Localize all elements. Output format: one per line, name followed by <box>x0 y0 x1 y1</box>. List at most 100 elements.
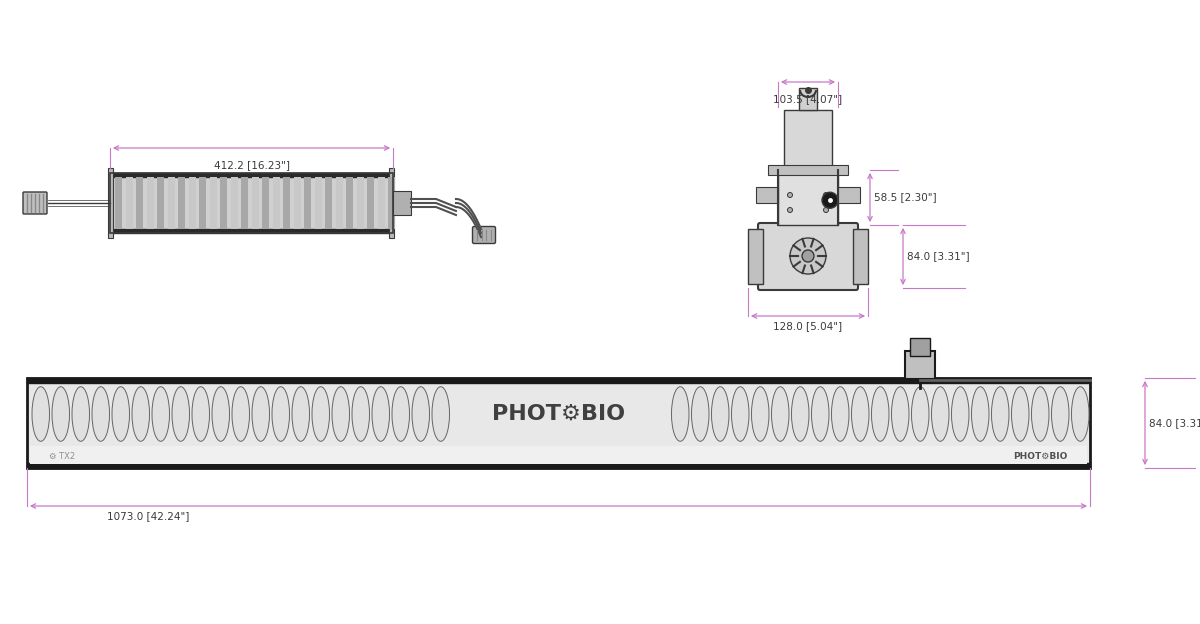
Bar <box>304 177 311 229</box>
Bar <box>126 177 133 229</box>
Circle shape <box>787 192 792 198</box>
Text: 103.5 [4.07"]: 103.5 [4.07"] <box>774 94 842 104</box>
Ellipse shape <box>892 387 910 441</box>
Ellipse shape <box>972 387 989 441</box>
Bar <box>283 177 290 229</box>
Bar <box>778 170 838 225</box>
Ellipse shape <box>352 387 370 441</box>
Bar <box>110 176 394 230</box>
Ellipse shape <box>72 387 90 441</box>
Ellipse shape <box>991 387 1009 441</box>
Ellipse shape <box>432 387 450 441</box>
FancyBboxPatch shape <box>758 223 858 290</box>
Text: 84.0 [3.31"]: 84.0 [3.31"] <box>1150 418 1200 428</box>
Bar <box>314 177 322 229</box>
Ellipse shape <box>192 387 210 441</box>
Ellipse shape <box>372 387 390 441</box>
Circle shape <box>822 192 838 208</box>
Bar <box>748 229 763 284</box>
Circle shape <box>790 238 826 274</box>
Ellipse shape <box>252 387 270 441</box>
Ellipse shape <box>912 387 929 441</box>
Bar <box>367 177 374 229</box>
Ellipse shape <box>751 387 769 441</box>
Circle shape <box>787 208 792 213</box>
Bar <box>241 177 248 229</box>
Bar <box>756 187 778 203</box>
Text: 128.0 [5.04"]: 128.0 [5.04"] <box>774 321 842 331</box>
Bar <box>389 168 394 238</box>
Ellipse shape <box>292 387 310 441</box>
Ellipse shape <box>112 387 130 441</box>
Bar <box>136 177 143 229</box>
Bar <box>146 177 154 229</box>
Bar <box>799 88 817 110</box>
Text: ⚙ TX2: ⚙ TX2 <box>49 452 76 461</box>
Ellipse shape <box>931 387 949 441</box>
Bar <box>838 187 860 203</box>
Bar <box>178 177 185 229</box>
FancyBboxPatch shape <box>23 192 47 214</box>
Ellipse shape <box>712 387 730 441</box>
Ellipse shape <box>792 387 809 441</box>
Ellipse shape <box>1051 387 1069 441</box>
Ellipse shape <box>852 387 869 441</box>
Bar <box>252 177 259 229</box>
Ellipse shape <box>212 387 229 441</box>
Bar <box>157 177 164 229</box>
Text: 412.2 [16.23"]: 412.2 [16.23"] <box>214 160 289 170</box>
Bar <box>768 165 848 175</box>
Text: 1073.0 [42.24"]: 1073.0 [42.24"] <box>107 511 190 521</box>
Bar <box>346 177 353 229</box>
Bar <box>110 173 394 233</box>
Ellipse shape <box>172 387 190 441</box>
Bar <box>220 177 227 229</box>
Ellipse shape <box>1032 387 1049 441</box>
Ellipse shape <box>152 387 169 441</box>
Ellipse shape <box>672 387 689 441</box>
Bar <box>262 177 269 229</box>
Bar <box>910 338 930 356</box>
Bar <box>115 177 122 229</box>
Ellipse shape <box>1012 387 1030 441</box>
Ellipse shape <box>272 387 289 441</box>
Text: PHOT⚙BIO: PHOT⚙BIO <box>1014 452 1068 461</box>
Bar <box>210 177 217 229</box>
Bar <box>378 177 385 229</box>
Circle shape <box>823 192 828 198</box>
Ellipse shape <box>732 387 749 441</box>
Ellipse shape <box>772 387 790 441</box>
Ellipse shape <box>312 387 330 441</box>
Bar <box>294 177 301 229</box>
Circle shape <box>823 208 828 213</box>
Ellipse shape <box>232 387 250 441</box>
Bar <box>388 177 395 229</box>
Ellipse shape <box>871 387 889 441</box>
Bar <box>778 170 838 225</box>
Circle shape <box>802 250 814 262</box>
Ellipse shape <box>412 387 430 441</box>
Bar <box>336 177 343 229</box>
Text: PHOT⚙BIO: PHOT⚙BIO <box>492 404 625 424</box>
Bar <box>28 378 1090 468</box>
Ellipse shape <box>32 387 49 441</box>
Bar <box>853 229 868 284</box>
Ellipse shape <box>392 387 409 441</box>
Bar <box>905 351 935 379</box>
Text: 58.5 [2.30"]: 58.5 [2.30"] <box>874 192 937 203</box>
Text: 84.0 [3.31"]: 84.0 [3.31"] <box>907 251 970 261</box>
Bar <box>356 177 364 229</box>
FancyBboxPatch shape <box>473 227 496 243</box>
Bar <box>30 446 1087 464</box>
Bar <box>272 177 280 229</box>
Ellipse shape <box>811 387 829 441</box>
Ellipse shape <box>1072 387 1090 441</box>
Ellipse shape <box>92 387 109 441</box>
Ellipse shape <box>952 387 970 441</box>
Bar <box>394 191 410 215</box>
Bar <box>168 177 175 229</box>
Ellipse shape <box>691 387 709 441</box>
Bar <box>325 177 332 229</box>
Ellipse shape <box>832 387 850 441</box>
Bar <box>108 168 113 238</box>
